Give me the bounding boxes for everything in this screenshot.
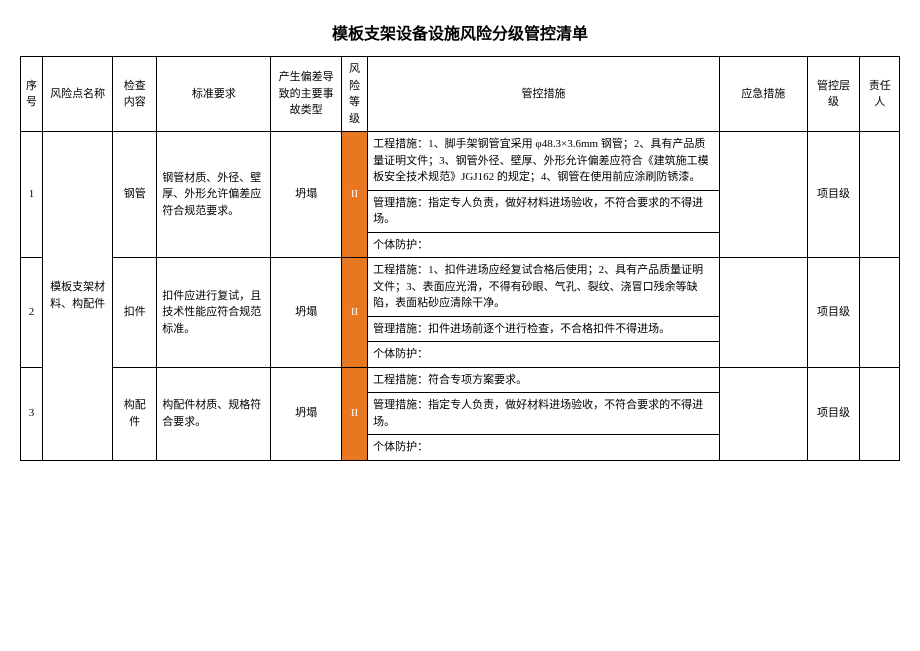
cell-deviation: 坍塌 (271, 258, 341, 368)
cell-check: 构配件 (113, 367, 157, 460)
cell-riskname: 模板支架材料、构配件 (42, 132, 112, 461)
cell-responsible (860, 258, 900, 368)
page-title: 模板支架设备设施风险分级管控清单 (20, 20, 900, 44)
cell-measure-ppe: 个体防护： (368, 435, 720, 461)
col-measures: 管控措施 (368, 57, 720, 132)
cell-seq: 2 (21, 258, 43, 368)
col-check: 检查内容 (113, 57, 157, 132)
cell-measure-ppe: 个体防护： (368, 232, 720, 258)
cell-seq: 3 (21, 367, 43, 460)
cell-responsible (860, 132, 900, 258)
table-row: 1 模板支架材料、构配件 钢管 钢管材质、外径、壁厚、外形允许偏差应符合规范要求… (21, 132, 900, 191)
col-seq: 序号 (21, 57, 43, 132)
col-deviation: 产生偏差导致的主要事故类型 (271, 57, 341, 132)
table-row: 3 构配件 构配件材质、规格符合要求。 坍塌 II 工程措施：符合专项方案要求。… (21, 367, 900, 393)
cell-standard: 扣件应进行复试，且技术性能应符合规范标准。 (157, 258, 271, 368)
col-emergency: 应急措施 (719, 57, 807, 132)
cell-measure-eng: 工程措施：符合专项方案要求。 (368, 367, 720, 393)
table-row: 2 扣件 扣件应进行复试，且技术性能应符合规范标准。 坍塌 II 工程措施：1、… (21, 258, 900, 317)
cell-emergency (719, 132, 807, 258)
cell-emergency (719, 258, 807, 368)
cell-measure-mgmt: 管理措施：扣件进场前逐个进行检查，不合格扣件不得进场。 (368, 316, 720, 342)
col-standard: 标准要求 (157, 57, 271, 132)
cell-risklevel: II (341, 367, 367, 460)
cell-controllevel: 项目级 (807, 367, 860, 460)
table-header-row: 序号 风险点名称 检查内容 标准要求 产生偏差导致的主要事故类型 风险等级 管控… (21, 57, 900, 132)
cell-standard: 构配件材质、规格符合要求。 (157, 367, 271, 460)
cell-measure-mgmt: 管理措施：指定专人负责，做好材料进场验收，不符合要求的不得进场。 (368, 190, 720, 232)
col-risklevel: 风险等级 (341, 57, 367, 132)
cell-controllevel: 项目级 (807, 132, 860, 258)
cell-measure-mgmt: 管理措施：指定专人负责，做好材料进场验收，不符合要求的不得进场。 (368, 393, 720, 435)
cell-seq: 1 (21, 132, 43, 258)
cell-standard: 钢管材质、外径、壁厚、外形允许偏差应符合规范要求。 (157, 132, 271, 258)
cell-emergency (719, 367, 807, 460)
cell-check: 扣件 (113, 258, 157, 368)
col-responsible: 责任人 (860, 57, 900, 132)
cell-responsible (860, 367, 900, 460)
cell-risklevel: II (341, 132, 367, 258)
risk-table: 序号 风险点名称 检查内容 标准要求 产生偏差导致的主要事故类型 风险等级 管控… (20, 56, 900, 461)
col-riskname: 风险点名称 (42, 57, 112, 132)
cell-deviation: 坍塌 (271, 367, 341, 460)
cell-measure-ppe: 个体防护： (368, 342, 720, 368)
cell-deviation: 坍塌 (271, 132, 341, 258)
col-controllevel: 管控层级 (807, 57, 860, 132)
cell-risklevel: II (341, 258, 367, 368)
cell-measure-eng: 工程措施：1、扣件进场应经复试合格后使用；2、具有产品质量证明文件；3、表面应光… (368, 258, 720, 317)
cell-measure-eng: 工程措施：1、脚手架钢管宜采用 φ48.3×3.6mm 钢管；2、具有产品质量证… (368, 132, 720, 191)
cell-controllevel: 项目级 (807, 258, 860, 368)
cell-check: 钢管 (113, 132, 157, 258)
